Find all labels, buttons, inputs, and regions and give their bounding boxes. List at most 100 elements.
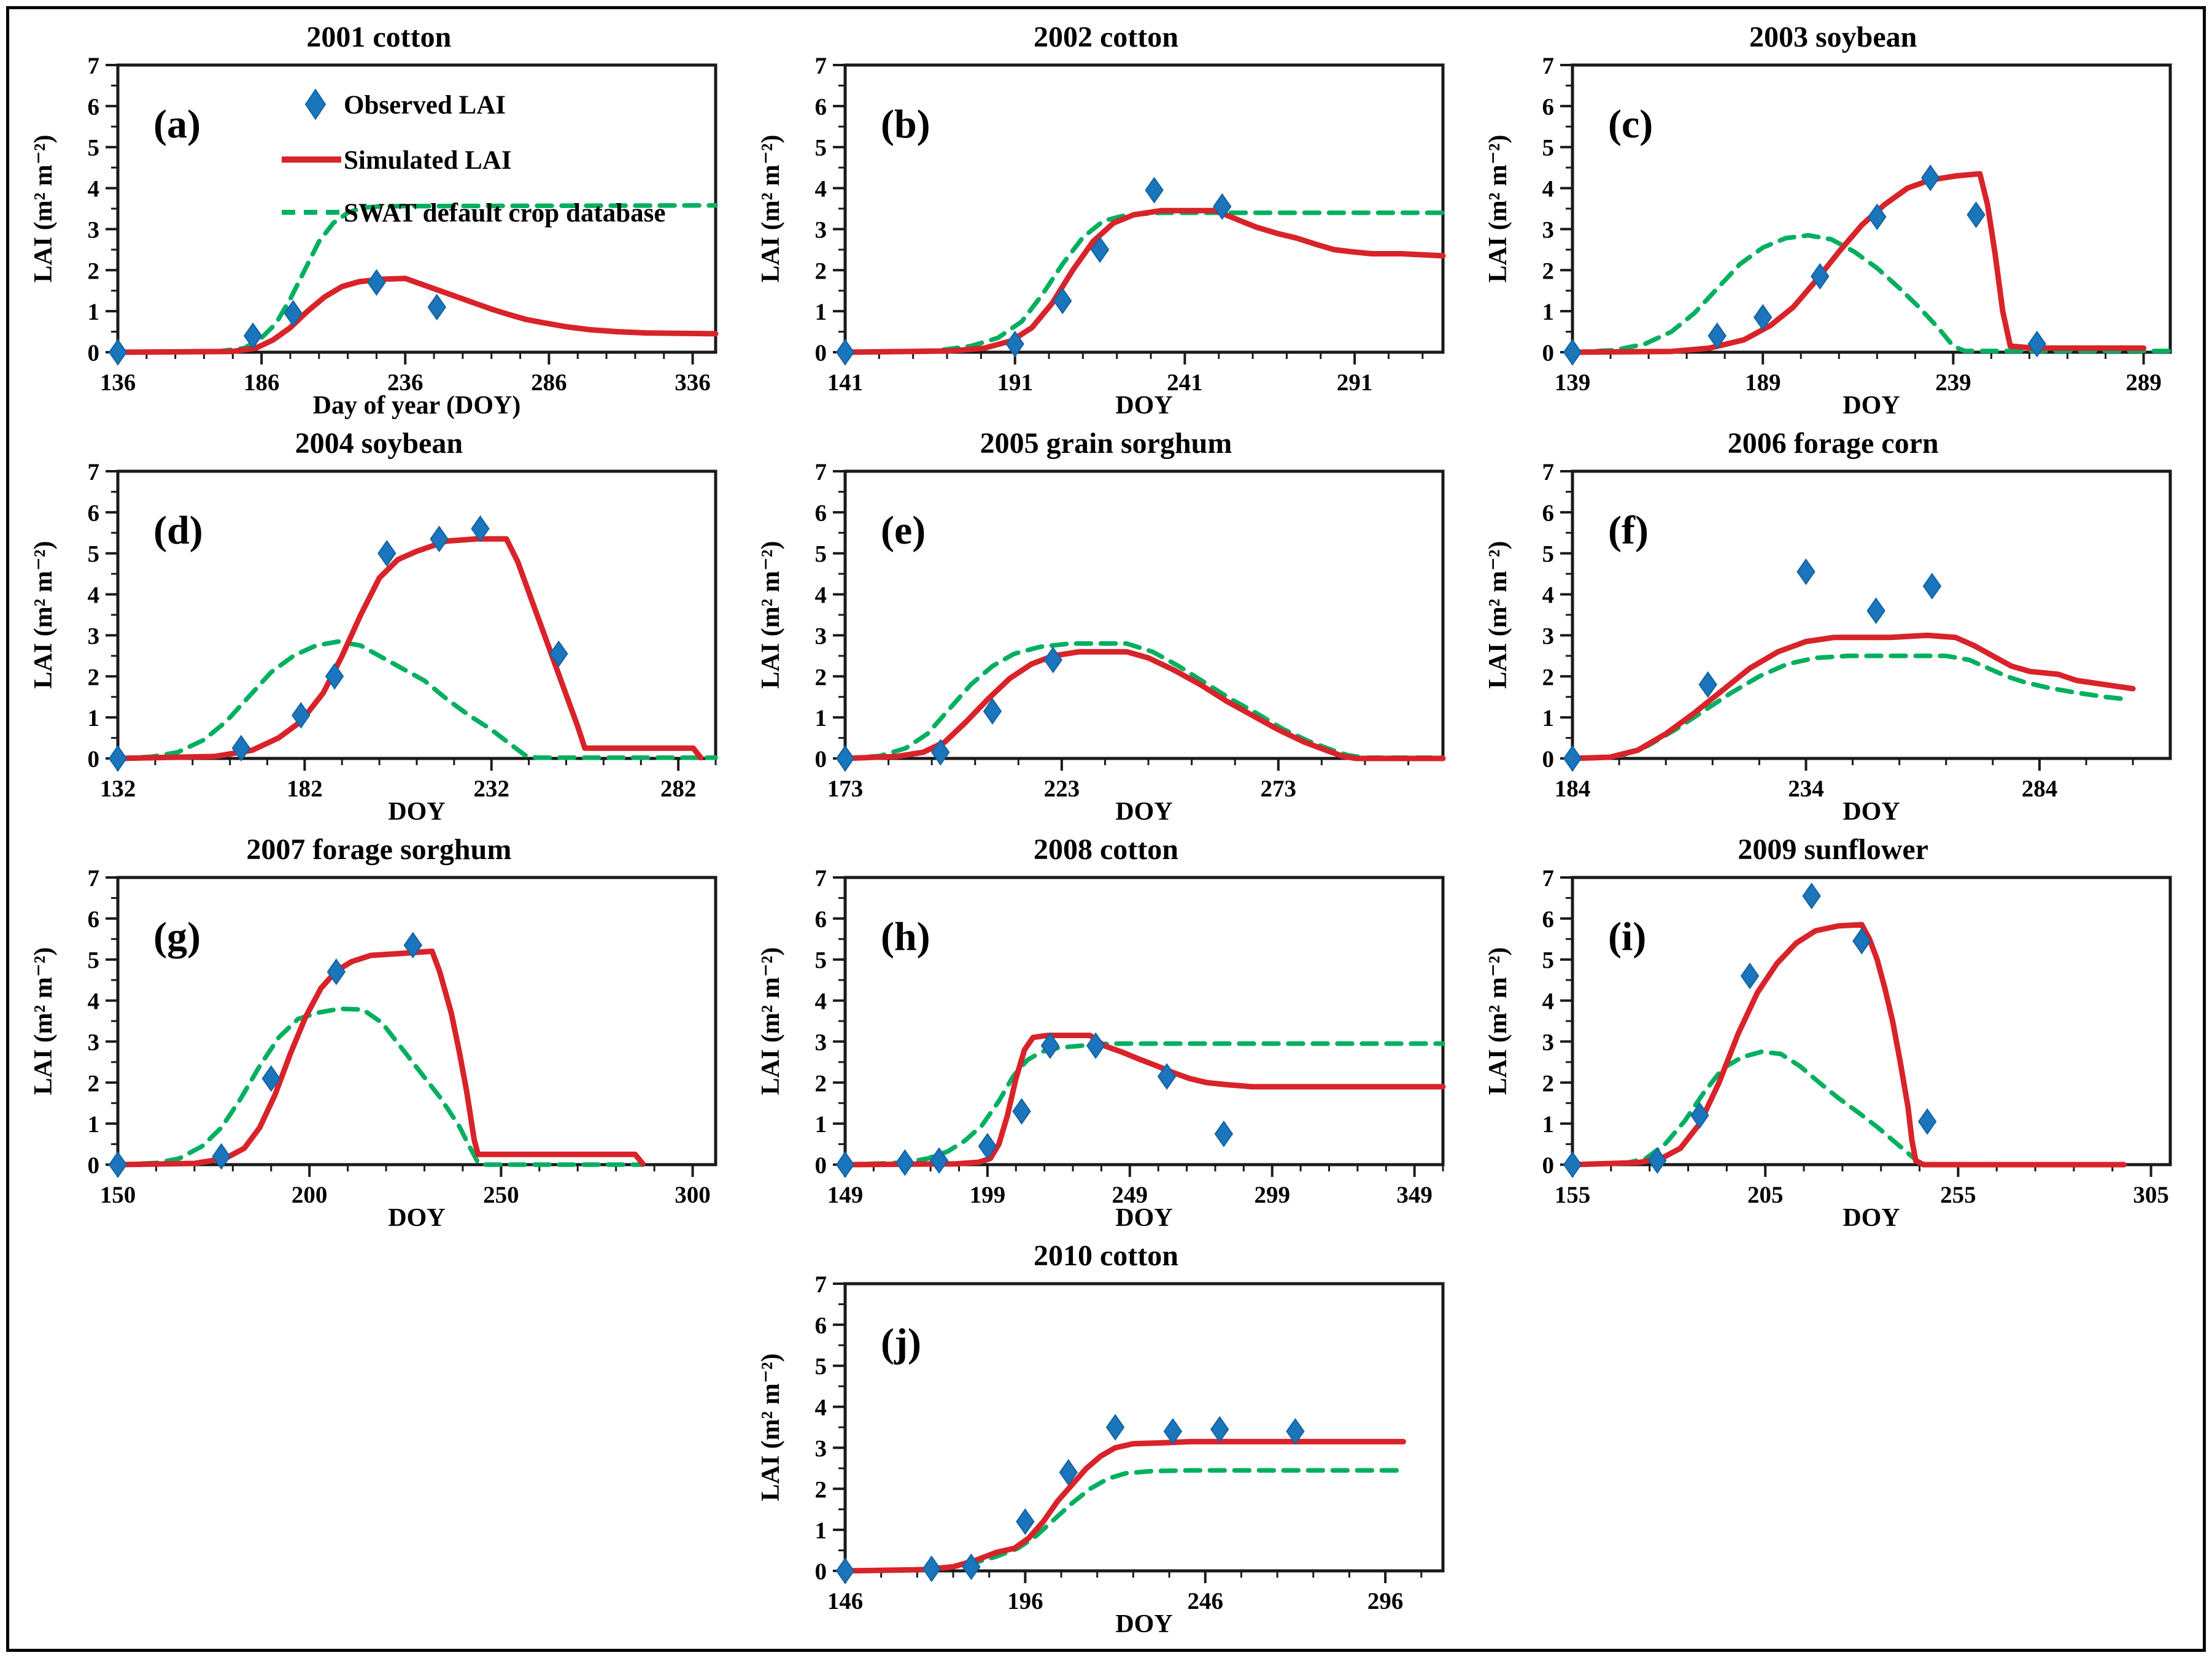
observed-diamond-marker	[1707, 322, 1727, 349]
y-tick-label: 3	[814, 217, 827, 243]
y-tick-label: 3	[1542, 1029, 1554, 1055]
series-observed-points	[109, 515, 568, 772]
y-tick-label: 0	[814, 1559, 827, 1585]
panel-2006-forage-corn: 2006 forage corn 184 234 284 DOY 0 1 2 3 4 5 6 7 LAI …	[1469, 426, 2197, 833]
observed-diamond-marker	[1016, 1508, 1035, 1535]
panel-2005-grain-sorghum: 2005 grain sorghum 173 223 273 DOY 0 1 2 3 4 5 6 7 LA…	[743, 426, 1470, 833]
panel-title: 2004 soybean	[295, 427, 463, 460]
panel-title: 2010 cotton	[1034, 1240, 1178, 1272]
panel-2010-cotton: 2010 cotton 146 196 246 296 DOY 0 1 2 3 4 5 6 7 LAI (m…	[743, 1239, 1470, 1645]
y-axis-label: LAI (m² m⁻²)	[1484, 541, 1512, 688]
y-tick-label: 7	[1542, 56, 1554, 79]
y-axis: 0 1 2 3 4 5 6 7 LAI (m² m⁻²)	[1484, 463, 1572, 773]
legend-simulated-label: Simulated LAI	[344, 146, 512, 175]
y-tick-label: 1	[814, 1517, 827, 1544]
series-observed-points	[835, 176, 1232, 366]
x-tick-label: 289	[2125, 369, 2162, 396]
panel-title: 2007 forage sorghum	[246, 833, 512, 866]
observed-diamond-marker	[1005, 330, 1024, 358]
y-tick-label: 3	[814, 1435, 827, 1462]
x-axis: 132 182 232 282 DOY	[100, 758, 717, 826]
observed-diamond-marker	[1690, 1101, 1709, 1129]
series-swat-default-line	[843, 1041, 1445, 1167]
x-tick-label: 189	[1745, 369, 1781, 396]
observed-diamond-marker	[109, 745, 128, 772]
x-tick-label: 182	[287, 776, 323, 802]
x-axis: 184 234 284 DOY	[1554, 758, 2134, 826]
y-tick-label: 3	[88, 1029, 100, 1055]
series-observed-points	[109, 931, 423, 1178]
y-axis: 0 1 2 3 4 5 6 7 LAI (m² m⁻²)	[29, 56, 118, 366]
plot-box	[843, 876, 1445, 1166]
x-tick-label: 250	[483, 1182, 519, 1208]
observed-diamond-marker	[931, 739, 950, 766]
x-axis: 146 196 246 296 DOY	[827, 1570, 1423, 1638]
observed-diamond-marker	[1214, 1120, 1234, 1147]
observed-diamond-marker	[327, 958, 346, 985]
observed-diamond-marker	[403, 931, 423, 958]
panel-2001-cotton: 2001 cotton 136 186 236 286 336 Day of year (D…	[15, 20, 743, 426]
panel-title: 2005 grain sorghum	[980, 427, 1232, 460]
y-tick-label: 3	[88, 623, 100, 649]
x-tick-label: 291	[1337, 369, 1373, 396]
observed-diamond-marker	[895, 1149, 915, 1176]
observed-diamond-marker	[978, 1132, 997, 1160]
observed-diamond-marker	[1922, 573, 1941, 600]
series-simulated-line	[1569, 922, 2127, 1168]
y-tick-label: 6	[1542, 500, 1554, 526]
series-swat-default-line	[115, 1006, 646, 1167]
x-tick-label: 299	[1254, 1182, 1290, 1208]
panel-letter: (g)	[153, 914, 201, 959]
figure-frame: 2001 cotton 136 186 236 286 336 Day of year (D…	[6, 6, 2206, 1652]
panel-2009-sunflower: 2009 sunflower 155 205 255 305 DOY 0 1 2 3 4 5 6 7 LAI…	[1469, 833, 2197, 1239]
y-tick-label: 1	[814, 1111, 827, 1138]
panel-2007-forage-sorghum: 2007 forage sorghum 150 200 250 300 DOY 0 1 2 3 4 5…	[15, 833, 743, 1239]
series-simulated-line	[1569, 632, 2136, 762]
x-tick-label: 223	[1044, 776, 1080, 802]
y-tick-label: 4	[88, 582, 100, 608]
y-tick-label: 5	[814, 1354, 827, 1380]
y-axis-label: LAI (m² m⁻²)	[29, 541, 58, 688]
series-simulated-line	[842, 649, 1446, 762]
panel-letter: (a)	[153, 102, 201, 147]
series-simulated-line	[842, 1032, 1446, 1168]
plot-box	[116, 469, 717, 760]
observed-diamond-marker	[1917, 1108, 1936, 1135]
observed-diamond-marker	[261, 1065, 281, 1092]
observed-diamond-marker	[922, 1555, 942, 1583]
y-axis-label: LAI (m² m⁻²)	[757, 541, 785, 688]
x-tick-label: 184	[1554, 776, 1590, 802]
x-tick-label: 239	[1935, 369, 1971, 396]
series-simulated-line	[115, 536, 704, 762]
y-tick-label: 6	[1542, 906, 1554, 933]
chart-c: 139 189 239 289 DOY 0 1 2 3 4 5 6 7 LAI (m² m⁻²) (c)	[1484, 56, 2173, 420]
y-tick-label: 6	[814, 94, 827, 120]
y-tick-label: 6	[1542, 94, 1554, 120]
y-axis: 0 1 2 3 4 5 6 7 LAI (m² m⁻²)	[757, 56, 845, 366]
y-tick-label: 7	[1542, 869, 1554, 892]
y-tick-label: 0	[88, 1152, 100, 1179]
plot-box	[116, 876, 717, 1166]
observed-diamond-marker	[231, 735, 251, 762]
plot-box	[1571, 63, 2172, 354]
y-axis-label: LAI (m² m⁻²)	[757, 134, 785, 282]
y-axis: 0 1 2 3 4 5 6 7 LAI (m² m⁻²)	[757, 869, 845, 1179]
x-tick-label: 232	[474, 776, 510, 802]
panel-letter: (c)	[1608, 102, 1653, 147]
y-axis-label: LAI (m² m⁻²)	[1484, 134, 1512, 282]
observed-diamond-marker	[1145, 176, 1164, 204]
y-tick-label: 7	[814, 463, 827, 485]
x-tick-label: 255	[1940, 1182, 1976, 1208]
x-axis: 150 200 250 300 DOY	[100, 1164, 711, 1232]
x-axis: 155 205 255 305 DOY	[1554, 1164, 2168, 1232]
observed-diamond-marker	[1740, 962, 1759, 989]
x-tick-label: 336	[675, 369, 711, 396]
y-tick-label: 2	[814, 1070, 827, 1097]
x-axis: 149 199 249 299 349 DOY	[827, 1164, 1444, 1232]
x-tick-label: 139	[1554, 369, 1590, 396]
x-tick-label: 234	[1788, 776, 1824, 802]
legend-swat-label: SWAT default crop database	[344, 199, 665, 228]
y-tick-label: 3	[1542, 217, 1554, 243]
y-tick-label: 4	[814, 175, 827, 202]
